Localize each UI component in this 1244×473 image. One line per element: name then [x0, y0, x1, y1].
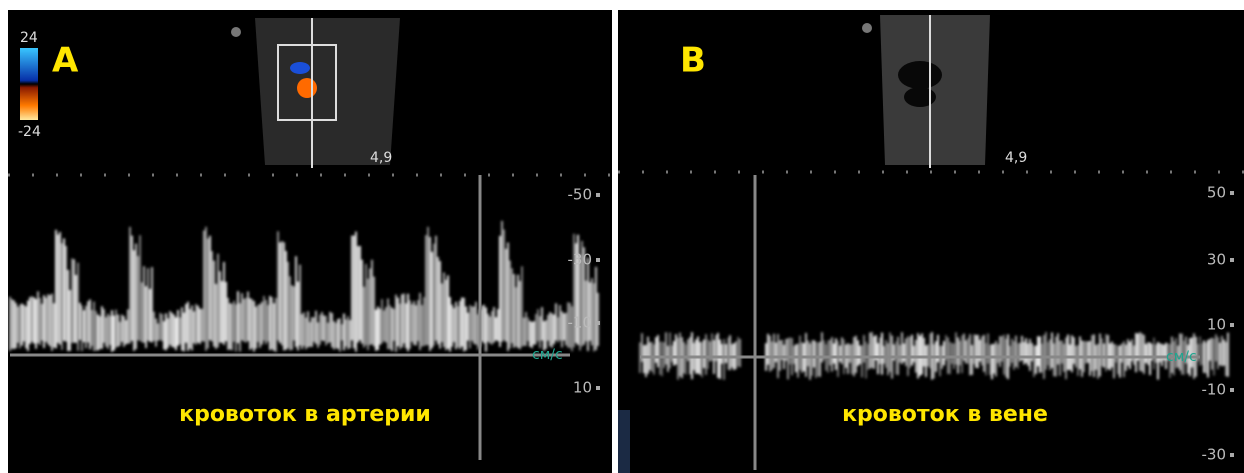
unit-label: см/с — [532, 347, 563, 363]
marker — [231, 27, 241, 37]
marker — [862, 23, 872, 33]
caption: кровоток в вене — [842, 402, 1048, 427]
panel-b: B 4,9 50 30 10 см/с -10 -30 кровоток в вене — [618, 10, 1244, 473]
depth: 4,9 — [370, 150, 392, 166]
scale-tick — [1230, 191, 1234, 195]
scale-tick — [1230, 258, 1234, 262]
scale-label: 10 — [573, 379, 592, 397]
flow-red — [297, 78, 317, 98]
scale-tick — [596, 321, 600, 325]
scale-tick — [1230, 323, 1234, 327]
color-bar — [20, 48, 38, 120]
scale-label: 30 — [1207, 251, 1226, 269]
corner-block — [618, 410, 630, 473]
vessel — [904, 87, 936, 107]
scale-label: 10 — [1207, 316, 1226, 334]
panel-a: 24 -24 A 4,9 -50 -30 -10 см/с 10 кровоток в … — [8, 10, 612, 473]
scale-label: -30 — [1202, 446, 1227, 464]
scale-label: 50 — [1207, 184, 1226, 202]
caption: кровоток в артерии — [179, 402, 431, 427]
scale-label: -10 — [1202, 381, 1227, 399]
color-box — [277, 44, 337, 121]
scale-tick — [596, 386, 600, 390]
depth: 4,9 — [1005, 150, 1027, 166]
flow-blue — [290, 62, 310, 74]
waveform — [639, 332, 1229, 380]
unit-label: см/с — [1166, 349, 1197, 365]
scale-tick — [596, 258, 600, 262]
b-mode-image — [880, 15, 990, 165]
scale-label: -30 — [568, 251, 593, 269]
scale-label: -50 — [568, 186, 593, 204]
panel-label: B — [680, 41, 706, 81]
vessel — [898, 61, 942, 89]
scale-tick — [1230, 388, 1234, 392]
scale-label: -10 — [568, 314, 593, 332]
waveform — [9, 220, 599, 352]
scale-tick — [596, 193, 600, 197]
color-min: -24 — [18, 124, 41, 140]
scale-tick — [1230, 453, 1234, 457]
panel-label: A — [52, 41, 79, 81]
color-max: 24 — [20, 30, 38, 46]
b-mode-image — [255, 18, 400, 165]
